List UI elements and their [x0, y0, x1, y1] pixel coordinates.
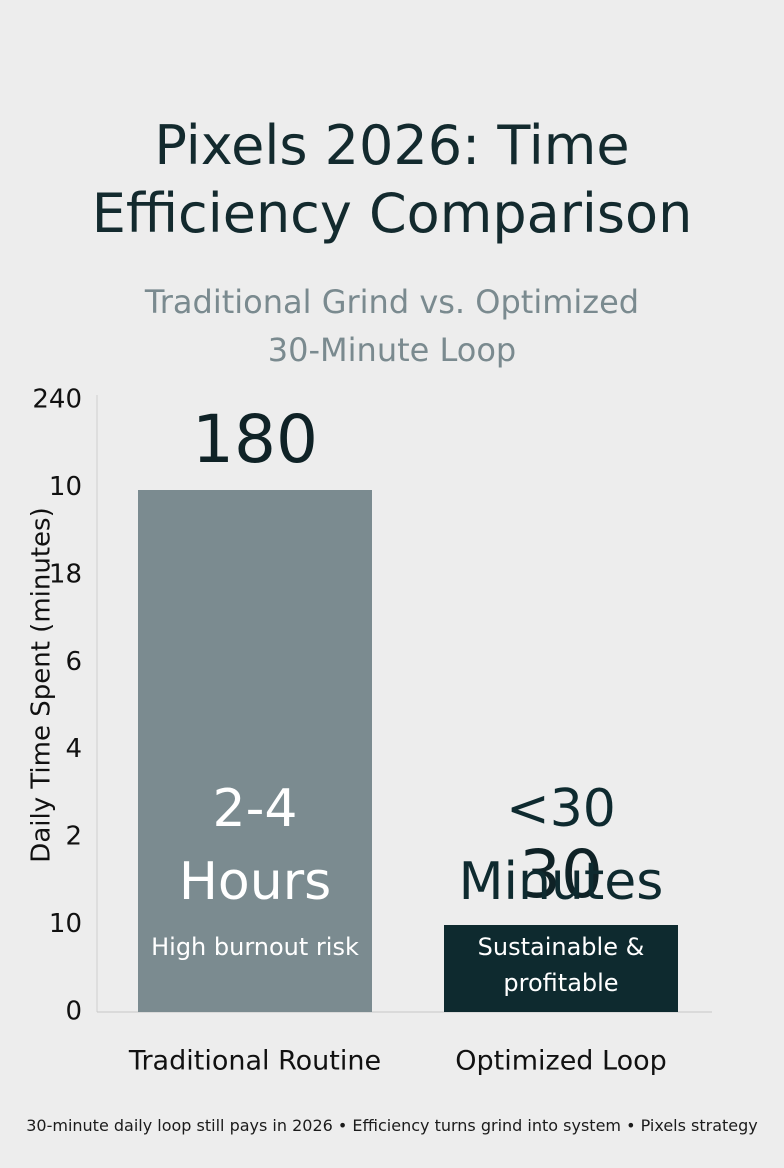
y-tick-label: 10: [49, 472, 82, 502]
y-axis-label: Daily Time Spent (minutes): [27, 507, 57, 862]
bar: [444, 925, 678, 1012]
bar-annotation: 2-4: [213, 779, 298, 839]
y-tick-label: 18: [49, 559, 82, 589]
y-tick-label: 10: [49, 909, 82, 939]
y-tick-label: 6: [65, 647, 82, 677]
y-tick-label: 2: [65, 822, 82, 852]
bar-annotation: Minutes: [459, 852, 664, 912]
x-tick-label: Traditional Routine: [128, 1046, 381, 1077]
footer: 30-minute daily loop still pays in 2026 …: [26, 1116, 758, 1135]
x-tick-label: Optimized Loop: [455, 1046, 667, 1077]
bar: [138, 490, 372, 1012]
chart: Daily Time Spent (minutes) 240 10 18 6 4 2 10 0…: [27, 385, 712, 1077]
y-tick-label: 0: [65, 997, 82, 1027]
y-tick-label: 4: [65, 734, 82, 764]
y-tick-label: 240: [32, 385, 82, 415]
value-label: 180: [192, 401, 318, 478]
value-label: 30: [519, 836, 603, 913]
bar-note: Sustainable &: [478, 933, 645, 961]
chart-subtitle: Traditional Grind vs. Optimized 30-Minut…: [144, 283, 640, 369]
bar-note: High burnout risk: [151, 933, 359, 961]
bar-annotation: Hours: [179, 852, 331, 912]
bar-note: profitable: [503, 969, 618, 997]
bar-annotation: <30: [506, 779, 616, 839]
chart-title: Pixels 2026: Time Efficiency Comparison: [91, 114, 693, 245]
